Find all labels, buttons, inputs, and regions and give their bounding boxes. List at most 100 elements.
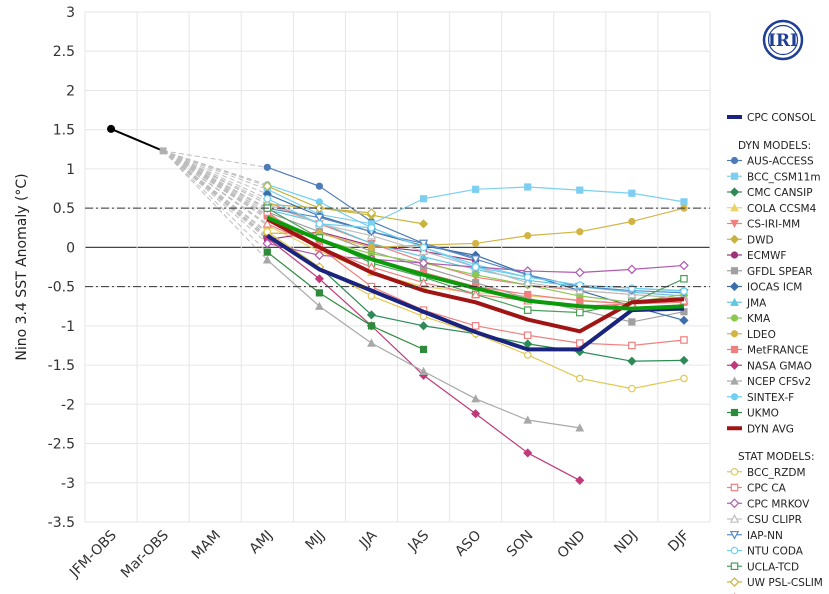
- legend-item-cpc-ca: CPC CA: [727, 483, 787, 495]
- data-point: [471, 322, 480, 330]
- legend-item-dyn-avg: DYN AVG: [727, 423, 794, 435]
- y-tick-label: -2.5: [48, 437, 75, 453]
- legend-label: BCC_RZDM: [747, 467, 806, 479]
- legend-label: UCLA-TCD: [747, 561, 799, 573]
- legend-marker: [730, 330, 739, 338]
- legend-group-heading: STAT MODELS:: [738, 451, 814, 463]
- data-point: [367, 243, 376, 251]
- data-point: [628, 217, 636, 226]
- data-point: [418, 219, 429, 229]
- data-point: [263, 248, 271, 256]
- data-point: [523, 306, 532, 314]
- data-point: [628, 284, 636, 292]
- legend-label: ECMWF: [747, 250, 786, 262]
- legend-item-sintex-f: SINTEX-F: [727, 392, 794, 404]
- obs-fan-line: [162, 150, 268, 225]
- legend-item-uw-psl-cslim: UW PSL-CSLIM: [727, 577, 823, 589]
- logo-text: IRI: [768, 31, 798, 51]
- data-point: [523, 331, 532, 340]
- observed-line: [110, 127, 164, 152]
- legend-marker: [730, 546, 739, 555]
- data-point: [627, 356, 637, 366]
- legend-marker: [729, 187, 740, 197]
- legend-label: JMA: [746, 297, 767, 309]
- series-cpc-consol: [266, 233, 685, 352]
- y-tick-label: -2: [61, 397, 75, 413]
- legend-item-cpc-mrkov: CPC MRKOV: [727, 498, 810, 510]
- obs-fan-line: [162, 150, 268, 261]
- data-point: [627, 264, 637, 275]
- data-point: [523, 277, 533, 287]
- data-point: [679, 355, 689, 365]
- legend-item-ncep-cfsv2: NCEP CFSv2: [727, 376, 811, 388]
- obs-fan-line: [162, 150, 268, 239]
- data-point: [628, 341, 636, 350]
- data-point: [575, 281, 584, 289]
- legend-label: NTU CODA: [747, 546, 804, 558]
- observed-point: [159, 147, 167, 155]
- data-point: [523, 273, 532, 282]
- data-point: [576, 228, 584, 236]
- legend-label: CPC CA: [747, 483, 787, 495]
- data-point: [419, 243, 428, 252]
- series-line: [266, 233, 685, 352]
- data-point: [367, 322, 376, 330]
- legend-item-cs-iri-mm: CS-IRI-MM: [727, 219, 800, 231]
- data-point: [419, 366, 428, 375]
- data-point: [680, 336, 688, 344]
- data-point: [314, 274, 324, 284]
- y-tick-label: 2: [66, 83, 75, 99]
- obs-fan-line: [162, 150, 268, 200]
- y-tick-label: -1: [61, 319, 75, 335]
- y-tick-label: 1.5: [53, 123, 75, 139]
- data-point: [315, 182, 323, 190]
- data-point: [314, 213, 325, 223]
- legend-item-cola-ccsm4: COLA CCSM4: [727, 203, 817, 215]
- data-point: [575, 423, 585, 432]
- observed-point: [107, 124, 116, 133]
- data-point: [628, 384, 636, 393]
- x-tick-label: JFM-OBS: [66, 527, 120, 581]
- series-line: [266, 215, 685, 311]
- data-point: [628, 189, 636, 197]
- y-tick-label: -3: [61, 476, 75, 492]
- legend-marker: [730, 251, 739, 259]
- data-point: [366, 262, 377, 271]
- data-point: [680, 287, 688, 296]
- legend-item-bcc-rzdm: BCC_RZDM: [727, 467, 806, 479]
- data-point: [523, 415, 533, 424]
- data-point: [680, 308, 688, 316]
- series-dyn-avg: [266, 217, 685, 334]
- legend-item-ntu-coda: NTU CODA: [727, 546, 804, 558]
- legend-label: NCEP CFSv2: [747, 376, 811, 388]
- legend-label: KMA: [747, 313, 771, 325]
- legend-marker: [729, 498, 740, 509]
- data-point: [575, 308, 584, 317]
- series-line: [266, 251, 424, 350]
- series-ncep-cfsv2: [262, 255, 585, 432]
- data-point: [576, 186, 584, 194]
- legend-label: CMC CANSIP: [747, 187, 813, 199]
- data-point: [314, 250, 325, 261]
- y-tick-label: -0.5: [48, 280, 75, 296]
- x-tick-label: OND: [554, 528, 588, 562]
- data-point: [263, 194, 272, 203]
- observed-series: [107, 124, 167, 155]
- data-point: [315, 301, 324, 310]
- data-point: [314, 203, 325, 214]
- legend-item-uw-psl-lim: UW PSL-LIM: [733, 593, 809, 594]
- legend-group-heading: DYN MODELS:: [738, 140, 811, 152]
- legend-label: CS-IRI-MM: [747, 219, 800, 231]
- legend-label: SINTEX-F: [747, 392, 794, 404]
- x-tick-label: JJA: [356, 527, 381, 552]
- series-lines: [262, 163, 689, 485]
- legend-label: MetFRANCE: [747, 345, 809, 357]
- series-ntu-coda: [263, 194, 688, 296]
- data-point: [418, 277, 429, 287]
- x-tick-label: AMJ: [247, 528, 277, 558]
- y-tick-label: -3.5: [48, 515, 75, 531]
- legend-item-bcc-csm11m: BCC_CSM11m: [727, 171, 821, 183]
- legend-marker: [730, 172, 739, 180]
- observation-fan-lines: [162, 150, 268, 261]
